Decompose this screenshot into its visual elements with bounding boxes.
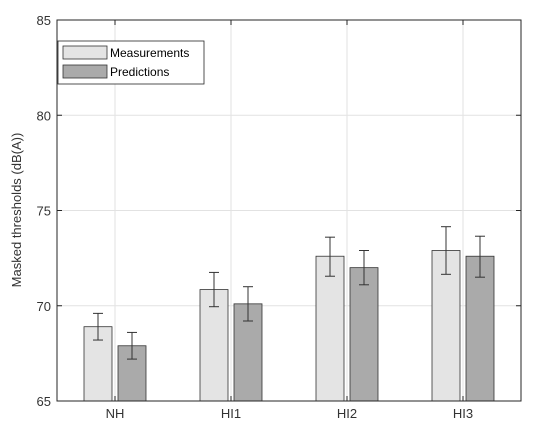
bar-predictions-hi2 — [349, 267, 379, 402]
y-tick-label: 65 — [37, 394, 51, 409]
y-tick-label: 75 — [37, 204, 51, 219]
error-bars — [93, 226, 485, 360]
x-ticks: NH HI1 HI2 HI3 — [106, 20, 473, 421]
legend-label-measurements: Measurements — [110, 46, 189, 60]
x-tick-label: HI2 — [337, 406, 357, 421]
y-axis-label: Masked thresholds (dB(A)) — [9, 133, 24, 288]
bar-measurements-hi3 — [431, 250, 461, 402]
y-tick-label: 80 — [37, 108, 51, 123]
legend-label-predictions: Predictions — [110, 65, 169, 79]
y-tick-label: 70 — [37, 299, 51, 314]
bar-predictions-hi3 — [465, 255, 495, 402]
bar-measurements-hi2 — [315, 255, 345, 402]
y-tick-label: 85 — [37, 13, 51, 28]
legend: Measurements Predictions — [57, 40, 205, 85]
x-tick-label: NH — [106, 406, 125, 421]
legend-swatch-predictions — [62, 64, 108, 79]
y-ticks: 65 70 75 80 85 — [37, 13, 521, 409]
legend-swatch-measurements — [62, 45, 108, 60]
x-tick-label: HI3 — [453, 406, 473, 421]
x-tick-label: HI1 — [221, 406, 241, 421]
